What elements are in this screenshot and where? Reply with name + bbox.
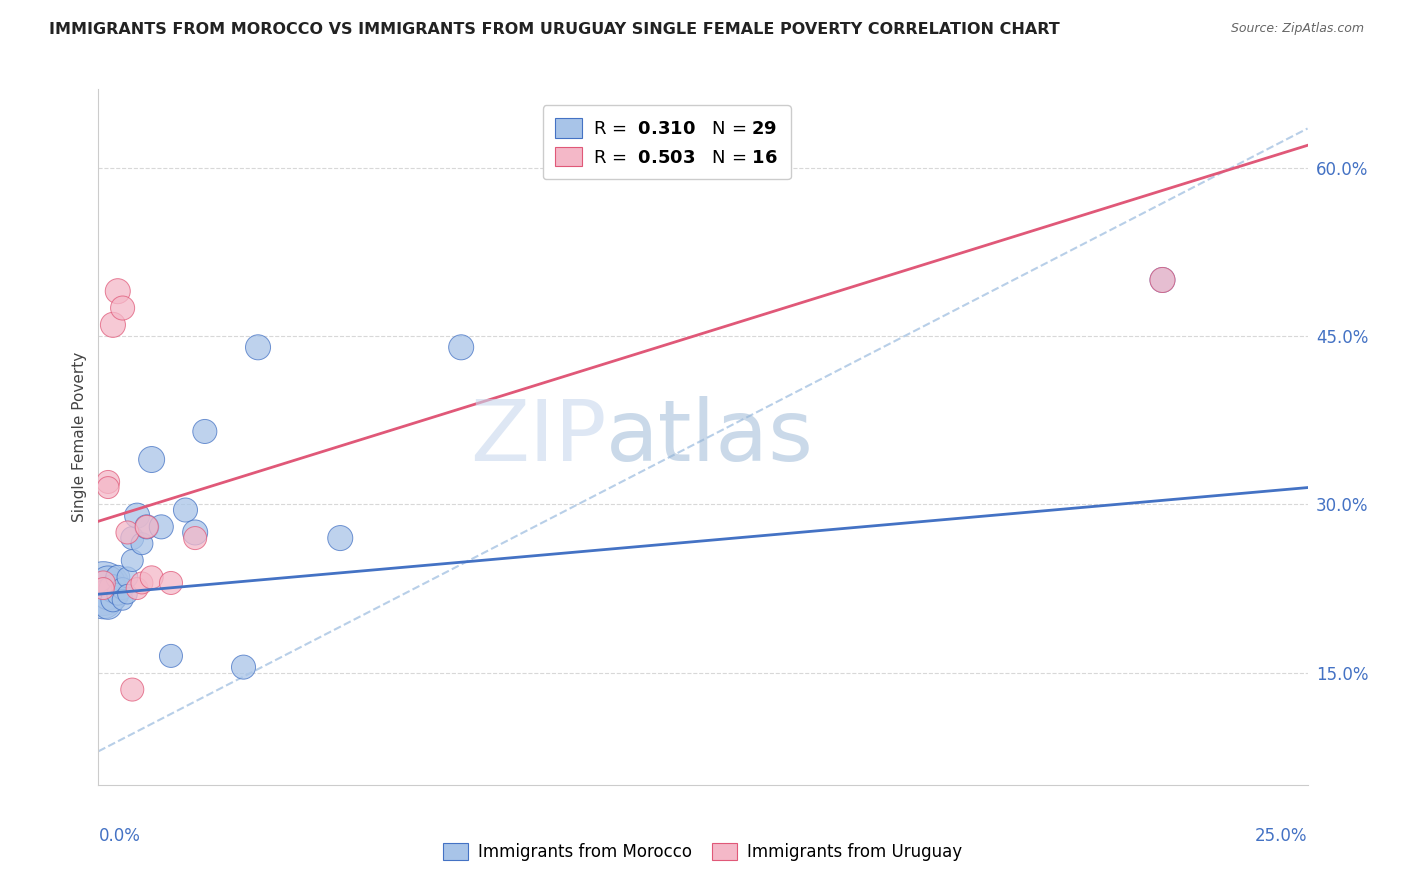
Point — [111, 582, 134, 596]
Point — [107, 284, 129, 298]
Text: 0.0%: 0.0% — [98, 827, 141, 845]
Point — [1152, 273, 1174, 287]
Point — [111, 301, 134, 315]
Point — [174, 503, 197, 517]
Text: IMMIGRANTS FROM MOROCCO VS IMMIGRANTS FROM URUGUAY SINGLE FEMALE POVERTY CORRELA: IMMIGRANTS FROM MOROCCO VS IMMIGRANTS FR… — [49, 22, 1060, 37]
Point — [131, 576, 153, 591]
Point — [1152, 273, 1174, 287]
Point — [232, 660, 254, 674]
Point — [141, 570, 163, 584]
Point — [131, 537, 153, 551]
Point — [101, 592, 124, 607]
Text: Source: ZipAtlas.com: Source: ZipAtlas.com — [1230, 22, 1364, 36]
Text: atlas: atlas — [606, 395, 814, 479]
Point — [121, 553, 143, 567]
Point — [117, 525, 139, 540]
Text: 25.0%: 25.0% — [1256, 827, 1308, 845]
Point — [97, 481, 120, 495]
Point — [247, 340, 270, 354]
Point — [160, 648, 183, 663]
Point — [91, 582, 114, 596]
Point — [184, 531, 207, 545]
Point — [97, 576, 120, 591]
Point — [329, 531, 352, 545]
Point — [91, 576, 114, 591]
Point — [107, 570, 129, 584]
Point — [117, 587, 139, 601]
Point — [135, 520, 157, 534]
Point — [117, 570, 139, 584]
Point — [121, 531, 143, 545]
Point — [127, 508, 149, 523]
Point — [111, 592, 134, 607]
Point — [121, 682, 143, 697]
Point — [97, 587, 120, 601]
Point — [107, 587, 129, 601]
Y-axis label: Single Female Poverty: Single Female Poverty — [72, 352, 87, 522]
Point — [160, 576, 183, 591]
Point — [141, 452, 163, 467]
Legend: Immigrants from Morocco, Immigrants from Uruguay: Immigrants from Morocco, Immigrants from… — [437, 836, 969, 868]
Point — [184, 525, 207, 540]
Point — [91, 592, 114, 607]
Point — [194, 425, 217, 439]
Point — [127, 582, 149, 596]
Text: ZIP: ZIP — [470, 395, 606, 479]
Point — [150, 520, 173, 534]
Legend: R =  $\mathbf{0.310}$   N = $\mathbf{29}$, R =  $\mathbf{0.503}$   N = $\mathbf{: R = $\mathbf{0.310}$ N = $\mathbf{29}$, … — [543, 105, 790, 179]
Point — [135, 520, 157, 534]
Point — [91, 582, 114, 596]
Point — [101, 582, 124, 596]
Point — [101, 318, 124, 332]
Point — [97, 599, 120, 613]
Point — [450, 340, 472, 354]
Point — [97, 475, 120, 489]
